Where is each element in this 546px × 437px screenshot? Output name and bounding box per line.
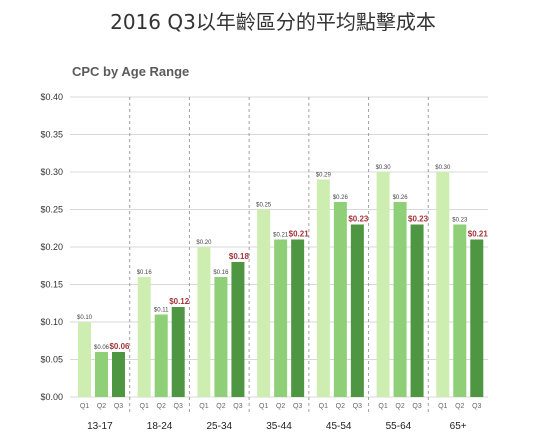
quarter-tick-label: Q3 (114, 403, 123, 410)
y-tick-label: $0.30 (40, 167, 63, 177)
data-label: $0.21 (468, 230, 489, 239)
quarter-tick-label: Q1 (438, 403, 447, 410)
bar-35-44-Q2 (274, 239, 288, 397)
bar-45-54-Q3 (350, 224, 364, 397)
bar-18-24-Q1 (137, 277, 151, 397)
quarter-tick-label: Q3 (472, 403, 481, 410)
y-tick-label: $0.00 (40, 392, 63, 402)
data-label: $0.20 (196, 240, 212, 246)
quarter-tick-label: Q2 (216, 403, 225, 410)
data-label: $0.23 (408, 215, 429, 224)
bar-18-24-Q2 (154, 314, 168, 397)
bar-25-34-Q3 (231, 262, 245, 397)
data-label: $0.18 (229, 252, 250, 261)
data-label: $0.10 (77, 315, 93, 321)
y-tick-label: $0.05 (40, 355, 63, 365)
quarter-tick-label: Q2 (395, 403, 404, 410)
bar-45-54-Q1 (316, 179, 330, 397)
data-label: $0.25 (256, 203, 272, 209)
data-label: $0.26 (393, 195, 409, 201)
bar-35-44-Q1 (257, 209, 271, 397)
data-label: $0.30 (376, 165, 392, 171)
bars (78, 172, 484, 397)
bar-35-44-Q3 (291, 239, 305, 397)
quarter-tick-label: Q3 (412, 403, 421, 410)
bar-25-34-Q1 (197, 247, 211, 397)
y-tick-label: $0.40 (40, 92, 63, 102)
data-label: $0.26 (333, 195, 349, 201)
data-label: $0.23 (348, 215, 369, 224)
quarter-tick-label: Q1 (378, 403, 387, 410)
age-group-label: 55-64 (386, 421, 412, 432)
data-label: $0.12 (169, 297, 190, 306)
labels: $0.00 $0.05 $0.10 $0.15 $0.20 $0.25 $0.30 $0.35… (40, 92, 488, 432)
bar-13-17-Q1 (78, 322, 91, 397)
quarter-tick-label: Q1 (140, 403, 149, 410)
bar-55-64-Q3 (410, 224, 424, 397)
y-tick-label: $0.10 (40, 317, 63, 327)
quarter-tick-label: Q2 (97, 403, 106, 410)
bar-65+-Q3 (470, 239, 484, 397)
data-label: $0.29 (316, 173, 332, 179)
quarter-tick-label: Q2 (336, 403, 345, 410)
quarter-tick-label: Q3 (233, 403, 242, 410)
quarter-tick-label: Q1 (259, 403, 268, 410)
chart-title: CPC by Age Range (72, 64, 190, 79)
quarter-tick-label: Q1 (319, 403, 328, 410)
quarter-tick-label: Q2 (276, 403, 285, 410)
bar-25-34-Q2 (214, 277, 228, 397)
data-label: $0.21 (273, 233, 289, 239)
y-tick-label: $0.25 (40, 205, 63, 215)
quarter-tick-label: Q1 (80, 403, 89, 410)
age-group-label: 18-24 (147, 421, 173, 432)
bar-18-24-Q3 (171, 307, 185, 397)
age-group-label: 13-17 (87, 421, 113, 432)
bar-45-54-Q2 (333, 202, 347, 397)
quarter-tick-label: Q3 (353, 403, 362, 410)
age-group-label: 65+ (450, 421, 467, 432)
data-label: $0.30 (435, 165, 451, 171)
quarter-tick-label: Q2 (157, 403, 166, 410)
bar-13-17-Q2 (95, 352, 108, 397)
data-label: $0.06 (94, 345, 110, 351)
page-title: 2016 Q3以年齡區分的平均點擊成本 (110, 10, 436, 34)
bar-65+-Q2 (453, 224, 467, 397)
data-label: $0.11 (154, 308, 169, 314)
y-tick-label: $0.35 (40, 130, 63, 140)
y-tick-label: $0.20 (40, 242, 63, 252)
age-group-label: 35-44 (266, 421, 292, 432)
data-label: $0.16 (213, 270, 229, 276)
age-group-label: 45-54 (326, 421, 352, 432)
data-label: $0.23 (452, 218, 468, 224)
quarter-tick-label: Q3 (174, 403, 183, 410)
data-label: $0.16 (137, 270, 153, 276)
bar-13-17-Q3 (112, 352, 125, 397)
data-label: $0.06 (109, 342, 130, 351)
quarter-tick-label: Q2 (455, 403, 464, 410)
group-separators (129, 97, 429, 415)
data-label: $0.21 (289, 230, 310, 239)
bar-55-64-Q1 (376, 172, 390, 397)
quarter-tick-label: Q3 (293, 403, 302, 410)
y-tick-label: $0.15 (40, 280, 63, 290)
age-group-label: 25-34 (206, 421, 232, 432)
bar-55-64-Q2 (393, 202, 407, 397)
bar-65+-Q1 (436, 172, 450, 397)
quarter-tick-label: Q1 (199, 403, 208, 410)
